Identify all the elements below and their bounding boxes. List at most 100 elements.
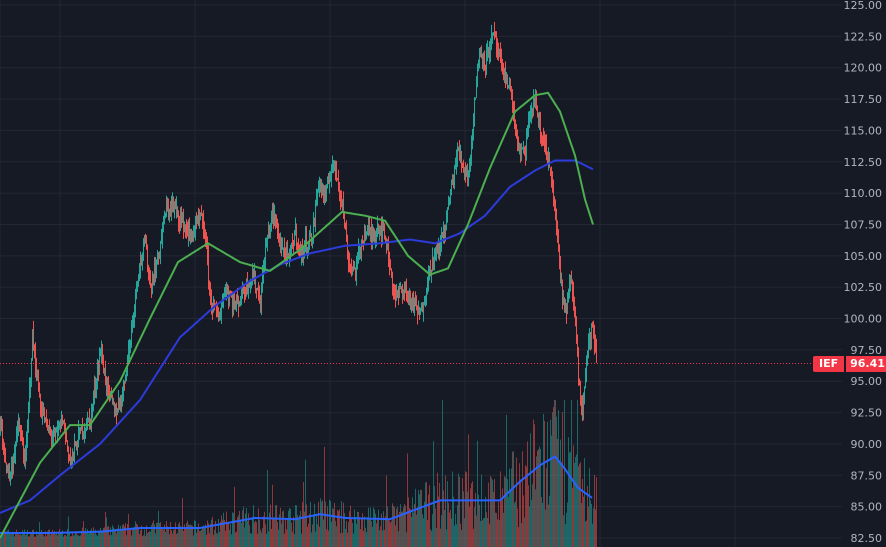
price-axis[interactable]: 125.00 122.50 120.00 117.50 115.00 112.50 110.… (844, 0, 883, 545)
volume-bar (516, 457, 517, 547)
volume-bar (76, 533, 77, 547)
volume-bar (555, 400, 556, 547)
volume-bar (468, 434, 469, 547)
volume-bar (226, 511, 227, 547)
volume-bar (209, 533, 210, 547)
volume-bar (503, 512, 504, 547)
volume-bar (396, 508, 397, 547)
volume-bar (372, 526, 373, 547)
volume-bar (172, 533, 173, 547)
volume-bar (549, 495, 550, 547)
volume-bar (541, 497, 542, 547)
volume-bar (93, 527, 94, 547)
volume-bar (434, 485, 435, 547)
volume-bar (212, 516, 213, 547)
volume-bar (69, 531, 70, 547)
volume-bar (110, 527, 111, 547)
volume-bar (582, 479, 583, 547)
volume-bar (203, 525, 204, 547)
volume-bar (388, 519, 389, 547)
volume-bar (256, 522, 257, 547)
volume-bar (175, 522, 176, 547)
volume-bar (311, 532, 312, 547)
volume-bar (542, 502, 543, 547)
volume-bar (277, 522, 278, 547)
volume-bar (122, 524, 123, 547)
volume-bar (216, 533, 217, 547)
volume-bar (591, 503, 592, 547)
volume-bar (215, 520, 216, 547)
volume-bar (274, 518, 275, 547)
volume-bar (284, 533, 285, 547)
volume-bar (454, 525, 455, 547)
chart-grid (0, 0, 842, 547)
volume-bar (509, 468, 510, 547)
volume-bar (404, 504, 405, 547)
volume-bar (528, 485, 529, 547)
fast-ma-line (0, 91, 594, 539)
volume-bar (235, 532, 236, 547)
volume-bar (450, 509, 451, 547)
volume-bar (210, 523, 211, 547)
volume-bar (531, 499, 532, 547)
volume-bar (431, 531, 432, 547)
volume-bar (192, 525, 193, 547)
volume-bar (183, 531, 184, 547)
volume-bar (70, 536, 71, 547)
volume-bar (149, 530, 150, 547)
volume-bar (475, 493, 476, 547)
volume-bar (473, 528, 474, 547)
volume-bar (466, 472, 467, 547)
volume-bar (382, 530, 383, 547)
volume-bar (14, 536, 15, 547)
y-tick-label: 112.50 (844, 156, 883, 169)
volume-bar (373, 507, 374, 547)
volume-bar (163, 529, 164, 547)
volume-bar (133, 528, 134, 547)
volume-bar (28, 536, 29, 547)
last-price-value: 96.41 (846, 355, 886, 372)
volume-bar (98, 530, 99, 547)
volume-bar (351, 517, 352, 547)
volume-bar (524, 517, 525, 547)
volume-bar (319, 526, 320, 547)
volume-bar (421, 490, 422, 547)
volume-bar (199, 531, 200, 547)
volume-bar (415, 488, 416, 547)
volume-bar (267, 470, 268, 547)
volume-bar (302, 502, 303, 547)
volume-bar (446, 529, 447, 547)
volume-bar (99, 532, 100, 547)
volume-bar (17, 534, 18, 547)
volume-bar (178, 523, 179, 547)
volume-bar (508, 496, 509, 547)
volume-bar (327, 506, 328, 547)
volume-bar (213, 534, 214, 547)
volume-bar (60, 533, 61, 547)
volume-bar (380, 526, 381, 547)
volume-bar (31, 532, 32, 547)
volume-bar (324, 446, 325, 547)
volume-bar (532, 484, 533, 547)
volume-bar (438, 496, 439, 547)
volume-bar (142, 535, 143, 547)
volume-bar (294, 534, 295, 547)
volume-bar (348, 522, 349, 547)
volume-bar (594, 474, 595, 547)
volume-bar (169, 534, 170, 547)
volume-bar (448, 502, 449, 547)
volume-bar (268, 531, 269, 547)
volume-bar (275, 505, 276, 547)
volume-bar (472, 481, 473, 547)
volume-bar (530, 433, 531, 547)
volume-bar (66, 536, 67, 547)
volume-bar (381, 513, 382, 547)
volume-bar (520, 479, 521, 547)
volume-bar (480, 520, 481, 547)
volume-bar (239, 510, 240, 547)
volume-bar (112, 525, 113, 547)
volume-bar (10, 534, 11, 547)
volume-bar (308, 523, 309, 547)
volume-bar (101, 532, 102, 547)
